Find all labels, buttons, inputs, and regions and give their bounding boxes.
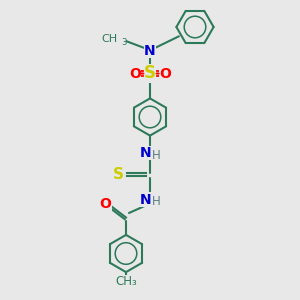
Text: S: S xyxy=(113,167,124,182)
Text: O: O xyxy=(159,67,171,80)
Text: CH₃: CH₃ xyxy=(115,275,137,288)
Text: S: S xyxy=(144,64,156,82)
Text: O: O xyxy=(100,197,112,211)
Text: N: N xyxy=(140,146,152,160)
Text: N: N xyxy=(140,193,152,206)
Text: O: O xyxy=(129,67,141,80)
Text: CH: CH xyxy=(101,34,117,44)
Text: N: N xyxy=(144,44,156,58)
Text: H: H xyxy=(152,195,161,208)
Text: 3: 3 xyxy=(121,38,126,47)
Text: H: H xyxy=(152,149,161,162)
